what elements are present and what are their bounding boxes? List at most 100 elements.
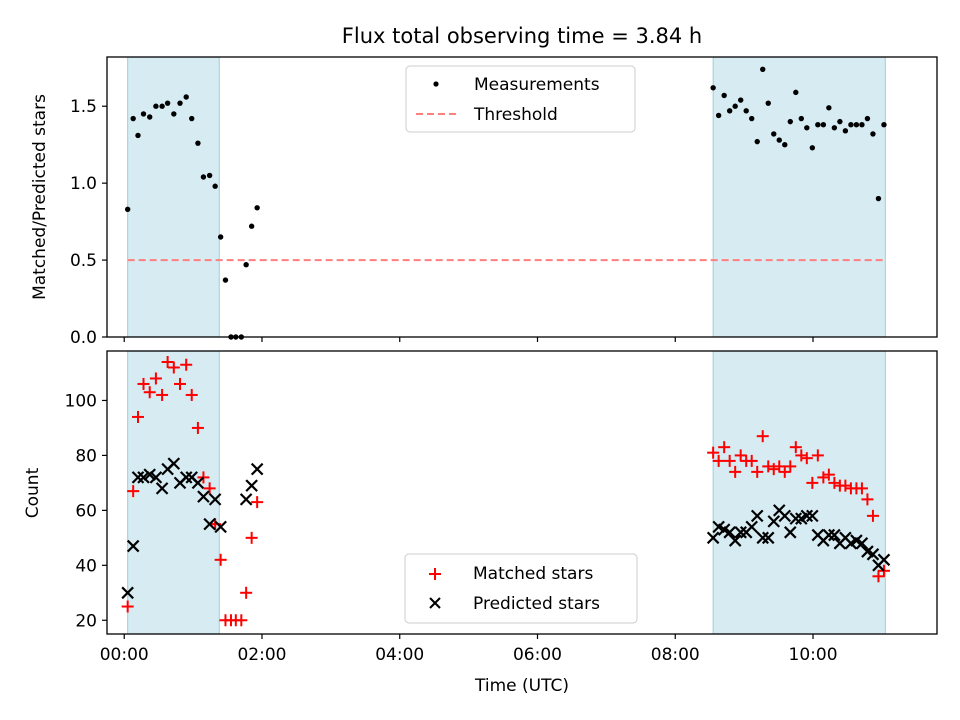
measurements-point	[804, 125, 810, 131]
measurements-point	[826, 105, 832, 111]
predicted-stars-point	[767, 515, 781, 528]
x-stroke	[734, 526, 747, 539]
matched-stars-point	[762, 460, 775, 473]
measurements-point	[881, 121, 887, 128]
predicted-stars-point	[214, 520, 227, 534]
x-stroke	[745, 520, 758, 534]
y-axis-ticks: 20 40 60 80 100	[65, 391, 107, 631]
x-stroke	[855, 537, 869, 550]
predicted-stars-point	[179, 471, 193, 484]
matched-stars-point	[789, 441, 802, 454]
measurements-point	[721, 92, 727, 99]
x-axis-ticks: 00:00 02:00 04:00 06:00 08:00 10:00	[100, 634, 838, 665]
measurements-point	[820, 121, 827, 128]
measurements-point	[135, 132, 141, 139]
matched-stars-point	[197, 471, 210, 484]
measurements-point	[815, 121, 821, 128]
measurements-point	[732, 103, 738, 109]
measurements-point	[206, 172, 213, 179]
y-tick-label: 100	[65, 391, 97, 411]
matched-stars-point	[174, 377, 187, 390]
predicted-stars-point	[806, 509, 819, 523]
predicted-stars-point	[197, 490, 210, 503]
matched-stars-point	[773, 460, 786, 473]
x-stroke	[191, 476, 205, 490]
x-stroke	[167, 457, 181, 470]
measurements-point	[248, 223, 255, 229]
y-axis-label: Matched/Predicted stars	[30, 94, 50, 300]
matched-stars-point	[167, 361, 180, 374]
measurements-point	[864, 115, 871, 122]
predicted-stars-point	[789, 512, 803, 525]
legend-dot-marker	[433, 81, 439, 87]
x-stroke	[850, 534, 863, 547]
x-stroke	[750, 509, 764, 523]
matched-stars-point	[185, 388, 198, 401]
x-stroke	[179, 471, 193, 484]
x-stroke	[706, 531, 720, 545]
measurements-point	[859, 121, 865, 128]
measurements-point	[875, 195, 882, 202]
matched-stars-point	[131, 410, 144, 423]
matched-stars-point	[734, 449, 747, 462]
predicted-stars-point	[121, 586, 134, 600]
x-axis-label: Time (UTC)	[474, 676, 569, 696]
measurements-point	[177, 100, 183, 106]
matched-stars-point	[800, 452, 813, 465]
x-stroke	[155, 482, 169, 495]
x-stroke	[822, 528, 836, 542]
predicted-stars-point	[208, 493, 222, 506]
matched-stars-point	[745, 454, 758, 467]
x-stroke	[728, 534, 742, 547]
matched-stars-point	[866, 509, 879, 522]
matched-stars-point	[778, 465, 791, 478]
x-stroke	[197, 490, 210, 503]
measurements-point	[212, 183, 218, 189]
matched-stars-point	[855, 482, 868, 495]
x-stroke	[185, 471, 198, 484]
matched-stars-point	[877, 564, 890, 577]
measurements-point	[831, 125, 838, 131]
x-tick-label: 04:00	[375, 645, 424, 665]
predicted-stars-point	[203, 517, 216, 531]
measurements-point	[848, 121, 854, 128]
matched-stars-point	[203, 482, 216, 495]
matched-stars-point	[156, 388, 169, 401]
x-stroke	[811, 528, 825, 542]
predicted-stars-point	[167, 457, 181, 470]
matched-stars-point	[240, 586, 253, 599]
matched-stars-point	[729, 465, 742, 478]
x-stroke	[839, 531, 852, 545]
measurements-point	[140, 111, 147, 117]
x-stroke	[861, 545, 874, 558]
matched-stars-point	[811, 449, 824, 462]
y-tick-label: 80	[75, 446, 97, 466]
x-stroke	[149, 471, 163, 484]
shaded-span	[127, 350, 220, 635]
measurements-point	[749, 115, 755, 122]
predicted-stars-point	[822, 528, 836, 542]
matched-stars-point	[861, 493, 874, 506]
measurements-point	[771, 131, 777, 137]
measurements-point	[776, 137, 782, 143]
measurements-point	[195, 140, 201, 146]
predicted-stars-point	[191, 476, 205, 490]
x-stroke	[756, 531, 770, 545]
measurements-point	[798, 115, 805, 122]
measurements-point	[243, 261, 249, 268]
matched-stars-point	[245, 531, 258, 544]
x-tick-label: 00:00	[100, 645, 149, 665]
matched-stars-point	[817, 471, 830, 484]
measurements-point	[130, 115, 136, 122]
x-stroke	[767, 515, 781, 528]
x-stroke	[877, 553, 891, 567]
predicted-stars-point	[149, 471, 163, 484]
x-stroke	[778, 509, 792, 523]
x-stroke	[143, 468, 156, 481]
y-tick-label: 0.0	[70, 328, 97, 348]
matched-stars-point	[872, 570, 885, 583]
y-tick-label: 60	[75, 501, 97, 521]
measurements-point	[147, 114, 153, 120]
series-layer	[121, 355, 891, 627]
